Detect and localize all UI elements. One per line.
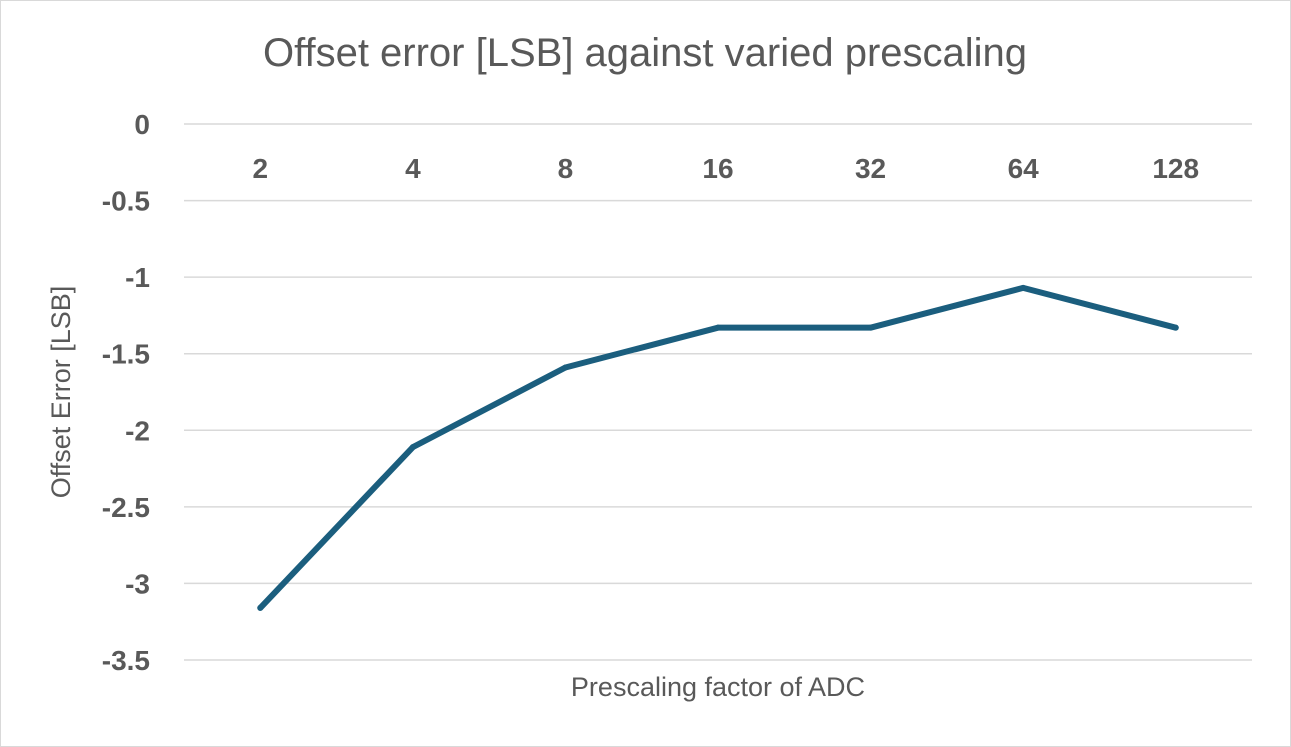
x-tick-label: 128 — [1152, 153, 1199, 184]
data-point — [562, 364, 569, 371]
data-point — [715, 324, 721, 331]
data-point — [1020, 284, 1027, 291]
data-point — [257, 604, 264, 611]
chart-title: Offset error [LSB] against varied presca… — [263, 31, 1027, 75]
gridlines — [184, 123, 1252, 661]
y-axis-title: Offset Error [LSB] — [46, 286, 76, 499]
y-tick-label: -1.5 — [102, 339, 150, 370]
data-point — [867, 324, 874, 331]
series-layer — [257, 284, 1179, 611]
x-tick-label: 2 — [252, 153, 268, 184]
y-tick-label: -1 — [125, 262, 150, 293]
x-tick-label: 8 — [558, 153, 574, 184]
x-tick-label: 16 — [702, 153, 733, 184]
y-tick-label: -2.5 — [102, 492, 150, 523]
y-tick-label: -0.5 — [102, 186, 150, 217]
data-point — [409, 444, 416, 451]
x-axis-tick-labels: 2 4 8 16 32 64 128 — [252, 153, 1199, 184]
x-tick-label: 32 — [855, 153, 886, 184]
x-tick-label: 64 — [1008, 153, 1040, 184]
series-line — [257, 284, 1179, 611]
data-point — [1172, 324, 1179, 331]
y-tick-label: -2 — [125, 415, 150, 446]
y-tick-label: -3.5 — [102, 645, 150, 676]
y-axis-tick-labels: 0 -0.5 -1 -1.5 -2 -2.5 -3 -3.5 — [102, 109, 150, 676]
y-tick-label: 0 — [134, 109, 150, 140]
y-tick-label: -3 — [125, 568, 150, 599]
x-axis-title: Prescaling factor of ADC — [571, 672, 865, 702]
x-tick-label: 4 — [405, 153, 421, 184]
